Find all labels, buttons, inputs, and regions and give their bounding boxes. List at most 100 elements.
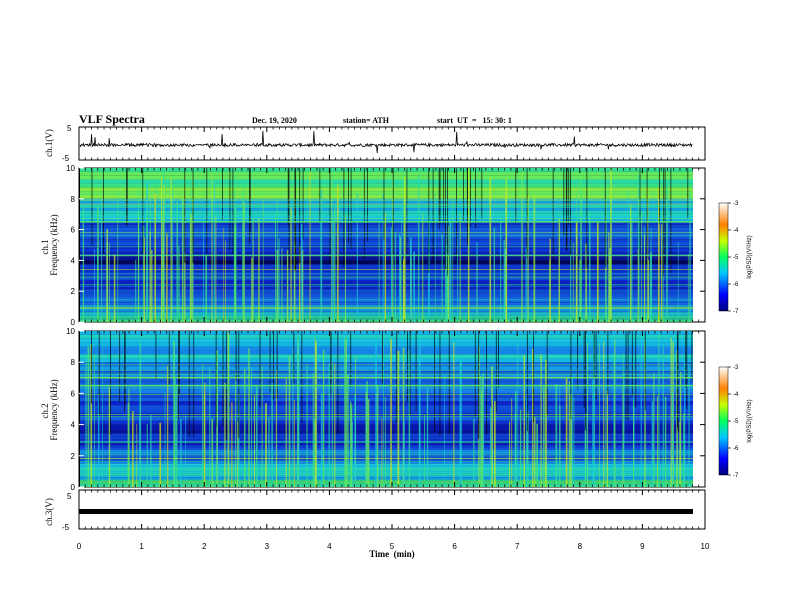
spectrogram-streak <box>587 342 589 487</box>
colorbar-tick-label: -4 <box>733 228 739 234</box>
spectrogram-streak <box>313 419 315 487</box>
spectrogram-gap <box>406 168 408 257</box>
spectrogram-streak <box>243 368 246 487</box>
spectrogram-streak <box>648 260 650 322</box>
spectrogram-1-ytick-label: 8 <box>71 195 76 204</box>
spectrogram-streak <box>644 340 646 487</box>
spectrogram-gap <box>677 331 678 428</box>
spectrogram-gap <box>448 331 450 435</box>
spectrogram-streak <box>527 411 529 487</box>
spectrogram-streak <box>224 240 226 322</box>
spectrogram-1-ytick-label: 6 <box>71 226 76 235</box>
colorbar-tick-label: -5 <box>733 255 739 261</box>
spectrogram-streak <box>365 384 367 487</box>
spectrogram-streak <box>605 228 607 322</box>
spectrogram-streak <box>598 342 600 487</box>
spectrogram-gap <box>382 331 383 384</box>
spectrogram-streak <box>565 377 568 487</box>
spectrogram-streak <box>271 382 273 487</box>
spectrogram-gap <box>432 168 434 263</box>
spectrogram-gap <box>232 168 234 256</box>
spectrogram-band-1-2-3 <box>80 298 693 301</box>
spectrogram-gap <box>287 168 289 226</box>
spectrogram-gap <box>563 168 565 236</box>
spectrogram-streak <box>473 418 475 487</box>
spectrogram-streak <box>579 259 581 322</box>
spectrogram-band-2-5-4 <box>80 373 693 378</box>
spectrogram-band-1-0-5 <box>80 317 693 319</box>
spectrogram-streak <box>344 337 346 487</box>
spectrogram-streak <box>610 168 612 322</box>
spectrogram-streak <box>102 344 103 487</box>
spectrogram-streak <box>275 212 276 322</box>
spectrogram-streak <box>493 401 496 487</box>
spectrogram-narrowband <box>80 416 693 417</box>
spectrogram-streak <box>320 393 323 487</box>
ch3-ylabel: ch.3(V) <box>44 498 54 526</box>
spectrogram-streak <box>150 415 152 487</box>
spectrogram-gap <box>470 168 471 227</box>
spectrogram-band-2-2-1 <box>80 459 693 462</box>
spectrogram-gap <box>184 168 186 263</box>
spectrogram-streak <box>441 234 443 322</box>
spectrogram-streak <box>413 251 416 322</box>
spectrogram-streak <box>302 249 304 322</box>
spectrogram-streak <box>422 213 424 322</box>
spectrogram-band-1-3-4 <box>80 281 693 284</box>
spectrogram-band-1-0-1 <box>80 320 693 322</box>
spectrogram-narrowband <box>80 413 693 415</box>
ch3-ytick-top: 5 <box>67 492 72 501</box>
spectrogram-streak <box>641 212 642 322</box>
spectrogram-band-1-2-6 <box>80 293 693 296</box>
spectrogram-band-2-1-5 <box>80 467 693 470</box>
spectrogram-band-2-4-4 <box>80 405 693 409</box>
spectrogram-band-1-4-1 <box>80 268 693 272</box>
spectrogram-streak <box>489 177 492 322</box>
spectrogram-band-1-2-1 <box>80 302 693 305</box>
spectrogram-streak <box>688 364 690 487</box>
spectrogram-band-1-0-0 <box>80 321 693 322</box>
header-date: Dec. 19, 2020 <box>252 116 297 125</box>
spectrogram-gap <box>658 168 660 224</box>
spectrogram-1-ytick-label: 4 <box>71 256 76 265</box>
spectrogram-band-1-0-4 <box>80 318 693 319</box>
spectrogram-band-1-5-7 <box>80 221 693 225</box>
spectrogram-narrowband <box>80 215 693 217</box>
spectrogram-gap <box>434 331 435 432</box>
spectrogram-streak <box>418 338 421 487</box>
spectrogram-gap <box>467 168 468 245</box>
spectrogram-band-2-1-2 <box>80 473 693 476</box>
spectrogram-streak <box>378 222 380 322</box>
spectrogram-streak <box>261 365 263 487</box>
spectrogram-gap <box>526 331 528 432</box>
spectrogram-2-ytick-label: 8 <box>71 358 76 367</box>
spectrogram-band-2-3-5 <box>80 430 693 434</box>
spectrogram-streak <box>631 210 633 322</box>
spectrogram-streak <box>297 333 300 487</box>
spectrogram-band-1-0-3 <box>80 318 693 320</box>
spectrogram-streak <box>677 242 679 322</box>
spectrogram-streak <box>248 348 250 487</box>
spectrogram-streak <box>580 179 582 322</box>
spectrogram-streak <box>213 180 215 322</box>
x-axis-tick-label: 1 <box>139 542 144 551</box>
spectrogram-streak <box>143 237 145 322</box>
spectrogram-streak <box>684 359 686 487</box>
spectrogram-band-1-7-0 <box>80 194 693 199</box>
spectrogram-streak <box>523 355 526 487</box>
spectrogram-streak <box>205 255 208 322</box>
spectrogram-streak <box>589 210 591 322</box>
spectrogram-streak <box>151 250 153 322</box>
spectrogram-streak <box>345 339 347 487</box>
spectrogram-band-1-5-6 <box>80 224 693 228</box>
spectrogram-streak <box>334 363 336 487</box>
spectrogram-streak <box>689 193 691 322</box>
spectrogram-streak <box>331 361 333 487</box>
spectrogram-streak <box>344 214 346 322</box>
spectrogram-gap <box>179 331 180 395</box>
spectrogram-streak <box>459 361 462 487</box>
spectrogram-narrowband <box>80 306 693 308</box>
spectrogram-streak <box>687 253 689 322</box>
x-axis: 0 1 2 3 4 5 6 7 8 9 10 <box>77 127 710 551</box>
spectrogram-streak <box>299 246 301 322</box>
